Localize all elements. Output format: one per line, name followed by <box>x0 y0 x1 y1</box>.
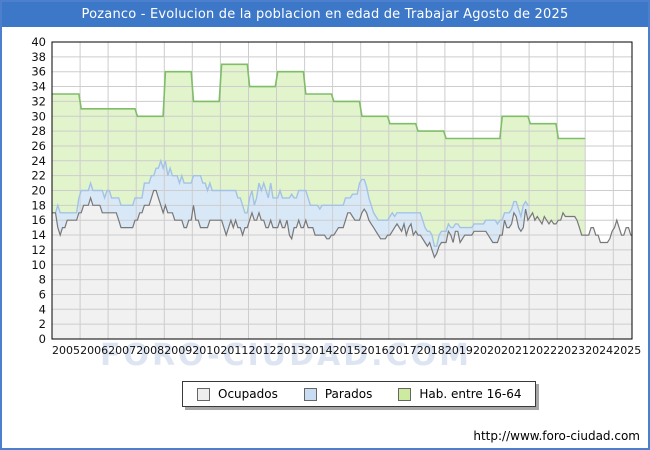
svg-text:2025: 2025 <box>613 344 641 357</box>
legend-label-ocupados: Ocupados <box>218 387 278 401</box>
svg-text:0: 0 <box>39 332 46 346</box>
svg-text:2024: 2024 <box>585 344 613 357</box>
svg-text:8: 8 <box>39 273 46 287</box>
svg-text:14: 14 <box>31 228 46 242</box>
legend-label-parados: Parados <box>324 387 373 401</box>
chart-title: Pozanco - Evolucion de la poblacion en e… <box>81 7 569 22</box>
svg-text:2015: 2015 <box>333 344 361 357</box>
svg-text:2005: 2005 <box>52 344 80 357</box>
svg-text:38: 38 <box>31 50 46 64</box>
svg-text:2013: 2013 <box>277 344 305 357</box>
svg-text:2023: 2023 <box>557 344 585 357</box>
hab-16-64-swatch-icon <box>398 387 412 401</box>
legend-item-ocupados: Ocupados <box>197 387 278 401</box>
svg-text:2010: 2010 <box>192 344 220 357</box>
svg-text:20: 20 <box>31 184 46 198</box>
svg-text:2008: 2008 <box>136 344 164 357</box>
svg-text:10: 10 <box>31 258 46 272</box>
svg-text:28: 28 <box>31 124 46 138</box>
svg-text:36: 36 <box>31 65 46 79</box>
legend: Ocupados Parados Hab. entre 16-64 <box>182 381 537 407</box>
svg-text:2017: 2017 <box>389 344 417 357</box>
svg-text:2020: 2020 <box>473 344 501 357</box>
svg-text:34: 34 <box>31 80 46 94</box>
svg-text:4: 4 <box>39 302 46 316</box>
parados-swatch-icon <box>303 387 317 401</box>
svg-text:2006: 2006 <box>80 344 108 357</box>
legend-item-parados: Parados <box>303 387 373 401</box>
svg-text:2009: 2009 <box>164 344 192 357</box>
svg-text:24: 24 <box>31 154 46 168</box>
svg-text:2: 2 <box>39 317 46 331</box>
legend-label-hab-16-64: Hab. entre 16-64 <box>419 387 522 401</box>
svg-text:16: 16 <box>31 213 46 227</box>
svg-text:2019: 2019 <box>445 344 473 357</box>
svg-text:2012: 2012 <box>249 344 277 357</box>
svg-text:2021: 2021 <box>501 344 529 357</box>
svg-text:22: 22 <box>31 169 46 183</box>
svg-text:12: 12 <box>31 243 46 257</box>
svg-text:2014: 2014 <box>305 344 333 357</box>
svg-text:30: 30 <box>31 109 46 123</box>
chart-title-bar: Pozanco - Evolucion de la poblacion en e… <box>2 2 648 27</box>
svg-text:2007: 2007 <box>108 344 136 357</box>
svg-text:26: 26 <box>31 139 46 153</box>
legend-item-hab-16-64: Hab. entre 16-64 <box>398 387 521 401</box>
svg-text:2022: 2022 <box>529 344 557 357</box>
svg-text:6: 6 <box>39 287 46 301</box>
svg-text:2011: 2011 <box>220 344 248 357</box>
svg-text:2018: 2018 <box>417 344 445 357</box>
svg-text:18: 18 <box>31 198 46 212</box>
svg-text:2016: 2016 <box>361 344 389 357</box>
svg-text:32: 32 <box>31 94 46 108</box>
watermark-text: FORO-CIUDAD.COM <box>100 338 472 373</box>
ocupados-swatch-icon <box>197 387 210 401</box>
footer-url-link[interactable]: http://www.foro-ciudad.com <box>473 429 640 443</box>
svg-text:40: 40 <box>31 35 46 49</box>
